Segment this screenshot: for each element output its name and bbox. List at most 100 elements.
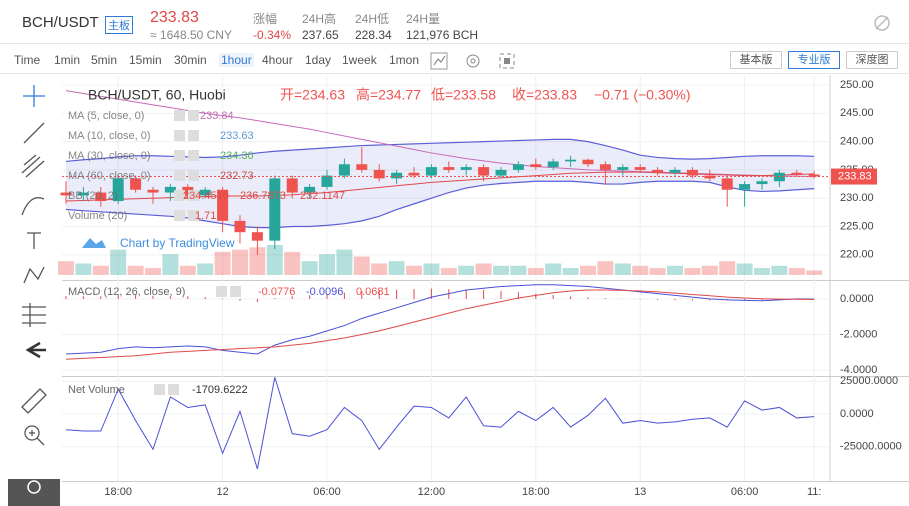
tool-measure-lines[interactable]: [22, 303, 46, 327]
tool-line[interactable]: [23, 122, 45, 144]
legend-icon: [174, 190, 185, 201]
volume-bar: [92, 265, 109, 275]
volume-bar: [649, 268, 666, 275]
candle-body: [164, 186, 176, 193]
tool-back[interactable]: [25, 341, 46, 359]
indicator-value: 233.63: [220, 130, 254, 142]
interval[interactable]: Time: [14, 53, 41, 67]
interval[interactable]: 1day: [305, 53, 332, 67]
volume-bar: [527, 268, 544, 275]
x-tick-label: 13: [634, 486, 646, 498]
candle-body: [582, 159, 594, 165]
volume-bar: [162, 254, 179, 275]
candle-body: [321, 175, 333, 187]
y-tick-label: 235.00: [840, 164, 874, 176]
net-volume-title: Net Volume: [68, 384, 125, 396]
indicator-value: 1.71: [195, 210, 216, 222]
volume-bar: [614, 263, 631, 275]
tool-icons[interactable]: [430, 52, 530, 70]
y-tick-label: 245.00: [840, 107, 874, 119]
net-volume-value: -1709.6222: [192, 384, 248, 396]
volume-bar: [580, 265, 596, 275]
candle-body: [773, 172, 785, 182]
indicator-value: 236.7873: [240, 190, 286, 202]
view-button[interactable]: 基本版: [730, 51, 782, 69]
legend-icon: [188, 210, 199, 221]
legend-icon: [216, 286, 227, 297]
interval[interactable]: 30min: [174, 53, 207, 67]
volume-bar: [406, 265, 422, 275]
candle-body: [599, 164, 611, 170]
volume-bar: [597, 261, 614, 275]
volume-bar: [788, 268, 805, 275]
watermark: Chart by TradingView: [120, 236, 235, 250]
y-tick-label: 230.00: [840, 192, 874, 204]
volume-bar: [754, 268, 770, 275]
volume-bar: [423, 263, 440, 275]
volume-bar: [388, 261, 405, 275]
candle-body: [617, 167, 629, 170]
volume-bar: [667, 265, 683, 275]
volume-bar: [719, 261, 736, 275]
x-tick-label: 06:00: [731, 486, 759, 498]
volume-bar: [510, 265, 527, 275]
ohlc: 收=233.83: [512, 87, 577, 103]
legend-icon: [174, 110, 185, 121]
x-tick-label: 12:00: [418, 486, 446, 498]
theme-icon[interactable]: [873, 14, 891, 32]
interval[interactable]: 1hour: [219, 53, 254, 67]
candle-body: [669, 169, 681, 173]
volume-bar: [353, 256, 370, 275]
volume-bar: [301, 261, 318, 275]
interval[interactable]: 1min: [54, 53, 81, 67]
indicator-name: MA (30, close, 0): [68, 150, 151, 162]
last-price-tag: [831, 168, 877, 185]
y-tick-label: -2.0000: [840, 328, 877, 340]
legend-icon: [168, 384, 179, 395]
interval[interactable]: 1mon: [389, 53, 420, 67]
tool-ruler[interactable]: [21, 388, 47, 414]
stat-label: 24H高: [302, 12, 337, 26]
indicator-value: 234.4510: [183, 190, 229, 202]
ma-line: [65, 171, 815, 202]
net-volume-line: [65, 377, 815, 470]
candle-body: [739, 184, 751, 190]
interval[interactable]: 4hour: [262, 53, 293, 67]
candle-body: [565, 159, 577, 162]
candle-body: [147, 189, 159, 193]
candle-body: [791, 172, 803, 175]
tool-cross[interactable]: [23, 85, 45, 107]
y-tick-label: 250.00: [840, 79, 874, 91]
indicator-name: BB (20, 2): [68, 190, 118, 202]
volume-bar: [771, 265, 788, 275]
candle-body: [460, 167, 472, 170]
tool-fib[interactable]: [21, 154, 45, 178]
legend-icon: [188, 150, 199, 161]
tool-pattern[interactable]: [23, 266, 45, 284]
indicator-name: MA (5, close, 0): [68, 110, 144, 122]
x-tick-label: 12: [216, 486, 228, 498]
volume-bar: [701, 265, 718, 275]
view-button[interactable]: 深度图: [846, 51, 898, 69]
candle-body: [356, 164, 368, 170]
interval[interactable]: 15min: [129, 53, 162, 67]
volume-bar: [371, 263, 388, 275]
candle-body: [286, 178, 298, 193]
legend-icon: [174, 130, 185, 141]
volume-bar: [736, 263, 753, 275]
volume-bar: [336, 249, 353, 275]
candle-body: [182, 186, 194, 196]
interval[interactable]: 1week: [342, 53, 377, 67]
candle-body: [112, 178, 124, 202]
tool-brush[interactable]: [21, 197, 45, 216]
macd-value: -0.0776: [258, 286, 295, 298]
indicator-value: 234.30: [220, 150, 254, 162]
stat-label: 24H量: [406, 12, 441, 26]
y-tick-label: -25000.0000: [840, 441, 902, 453]
view-button[interactable]: 专业版: [788, 51, 840, 69]
tool-text[interactable]: [27, 232, 41, 249]
tool-zoom[interactable]: [24, 425, 45, 446]
interval[interactable]: 5min: [91, 53, 118, 67]
y-tick-label: 25000.0000: [840, 375, 898, 387]
candle-body: [652, 169, 664, 173]
